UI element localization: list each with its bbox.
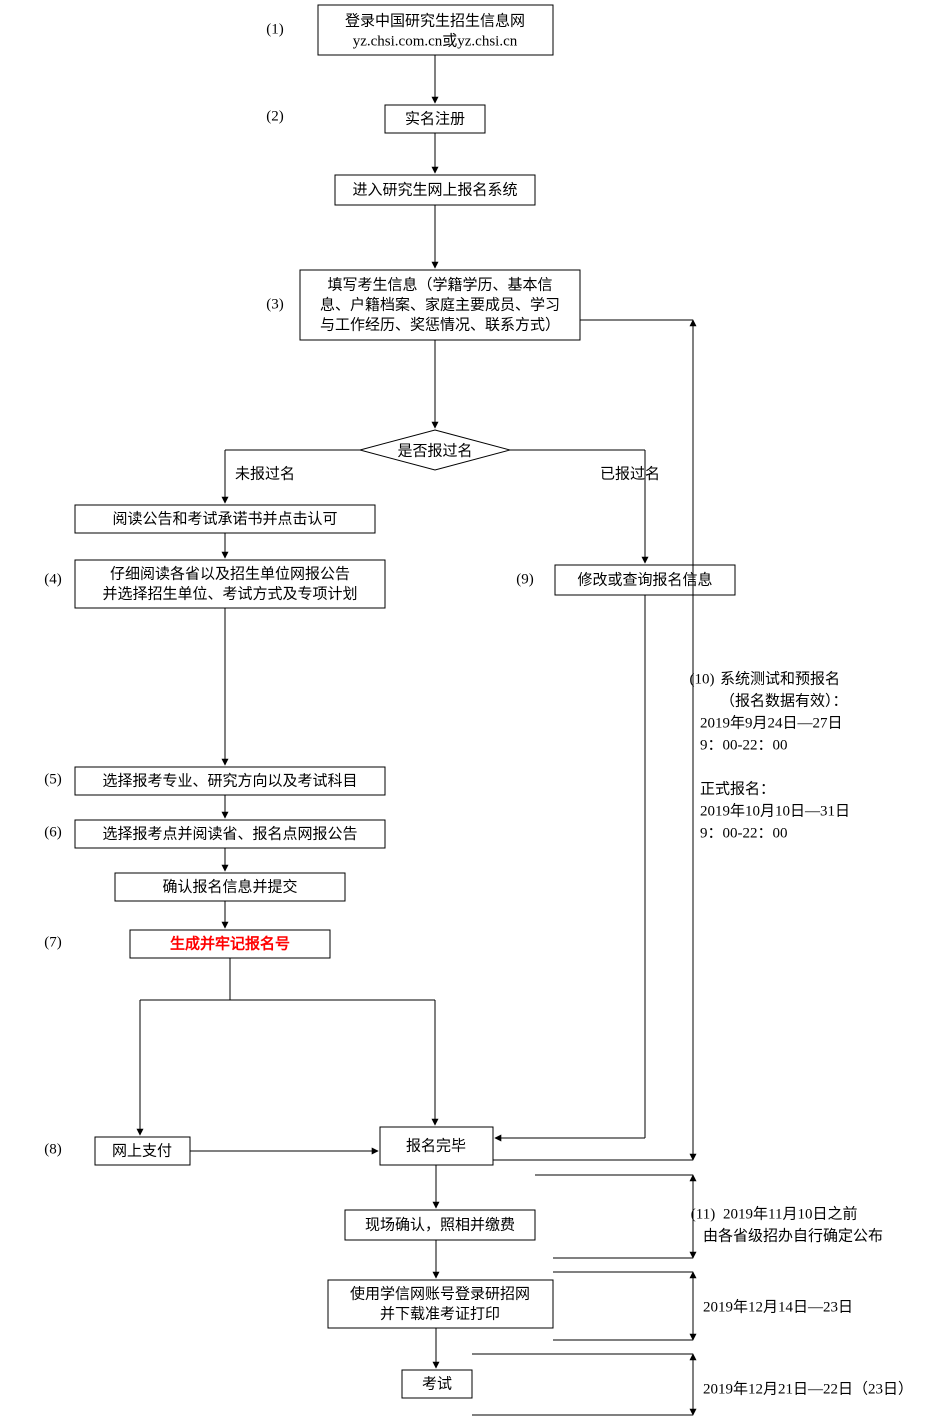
- node-generate-number-text: 生成并牢记报名号: [170, 934, 290, 952]
- node-read-notice-text: 阅读公告和考试承诺书并点击认可: [112, 510, 337, 527]
- step-label-5: (5): [44, 771, 62, 787]
- node-login-text2: yz.chsi.com.cn或yz.chsi.cn: [353, 32, 518, 49]
- anno-10-6: 2019年10月10日—31日: [700, 802, 850, 819]
- anno-12: 2019年12月14日—23日: [703, 1298, 853, 1315]
- node-enter-system-text: 进入研究生网上报名系统: [352, 181, 517, 198]
- step-label-7: (7): [44, 934, 62, 950]
- node-fill-info-text2: 息、户籍档案、家庭主要成员、学习: [320, 295, 560, 313]
- node-register-text: 实名注册: [405, 110, 465, 127]
- step-label-4: (4): [44, 571, 62, 587]
- flowchart-canvas: (1) (2) (3) (4) (5) (6) (7) (8) (9) 登录中国…: [0, 0, 943, 1421]
- node-pay-online-text: 网上支付: [112, 1142, 172, 1159]
- node-read-province-text2: 并选择招生单位、考试方式及专项计划: [102, 585, 357, 602]
- node-select-point-text: 选择报考点并阅读省、报名点网报公告: [102, 825, 357, 842]
- node-confirm-submit-text: 确认报名信息并提交: [162, 877, 297, 895]
- step-label-3: (3): [266, 296, 284, 312]
- node-fill-info-text3: 与工作经历、奖惩情况、联系方式）: [320, 316, 560, 333]
- anno-10-1: 系统测试和预报名: [720, 670, 840, 687]
- node-login-text1: 登录中国研究生招生信息网: [345, 12, 525, 29]
- anno-10-5: 正式报名：: [700, 780, 775, 797]
- branch-left-label: 未报过名: [235, 465, 295, 482]
- anno-10-2: （报名数据有效）：: [720, 692, 848, 709]
- anno-13: 2019年12月21日—22日（23日）: [703, 1380, 913, 1397]
- step-label-9: (9): [516, 571, 534, 587]
- node-read-province-text1: 仔细阅读各省以及招生单位网报公告: [110, 565, 350, 582]
- step-label-6: (6): [44, 824, 62, 840]
- step-label-8: (8): [44, 1141, 62, 1157]
- node-download-ticket-text1: 使用学信网账号登录研招网: [350, 1285, 530, 1302]
- anno-10-7: 9：00-22：00: [700, 825, 788, 841]
- node-complete-text: 报名完毕: [406, 1137, 466, 1154]
- anno-10-4: 9：00-22：00: [700, 737, 788, 753]
- step-label-11: (11): [691, 1206, 715, 1222]
- step-label-1: (1): [266, 21, 284, 37]
- node-exam-text: 考试: [422, 1375, 452, 1392]
- decision-text: 是否报过名: [397, 442, 472, 459]
- anno-10-3: 2019年9月24日—27日: [700, 714, 843, 731]
- step-label-2: (2): [266, 108, 284, 124]
- node-fill-info-text1: 填写考生信息（学籍学历、基本信: [327, 276, 552, 293]
- node-download-ticket-text2: 并下载准考证打印: [380, 1305, 500, 1322]
- node-modify-query-text: 修改或查询报名信息: [577, 571, 712, 588]
- node-select-major-text: 选择报考专业、研究方向以及考试科目: [102, 772, 357, 789]
- node-onsite-confirm-text: 现场确认，照相并缴费: [365, 1216, 515, 1233]
- branch-right-label: 已报过名: [600, 465, 660, 482]
- anno-11-1: 2019年11月10日之前: [723, 1205, 857, 1222]
- anno-11-2: 由各省级招办自行确定公布: [703, 1227, 883, 1244]
